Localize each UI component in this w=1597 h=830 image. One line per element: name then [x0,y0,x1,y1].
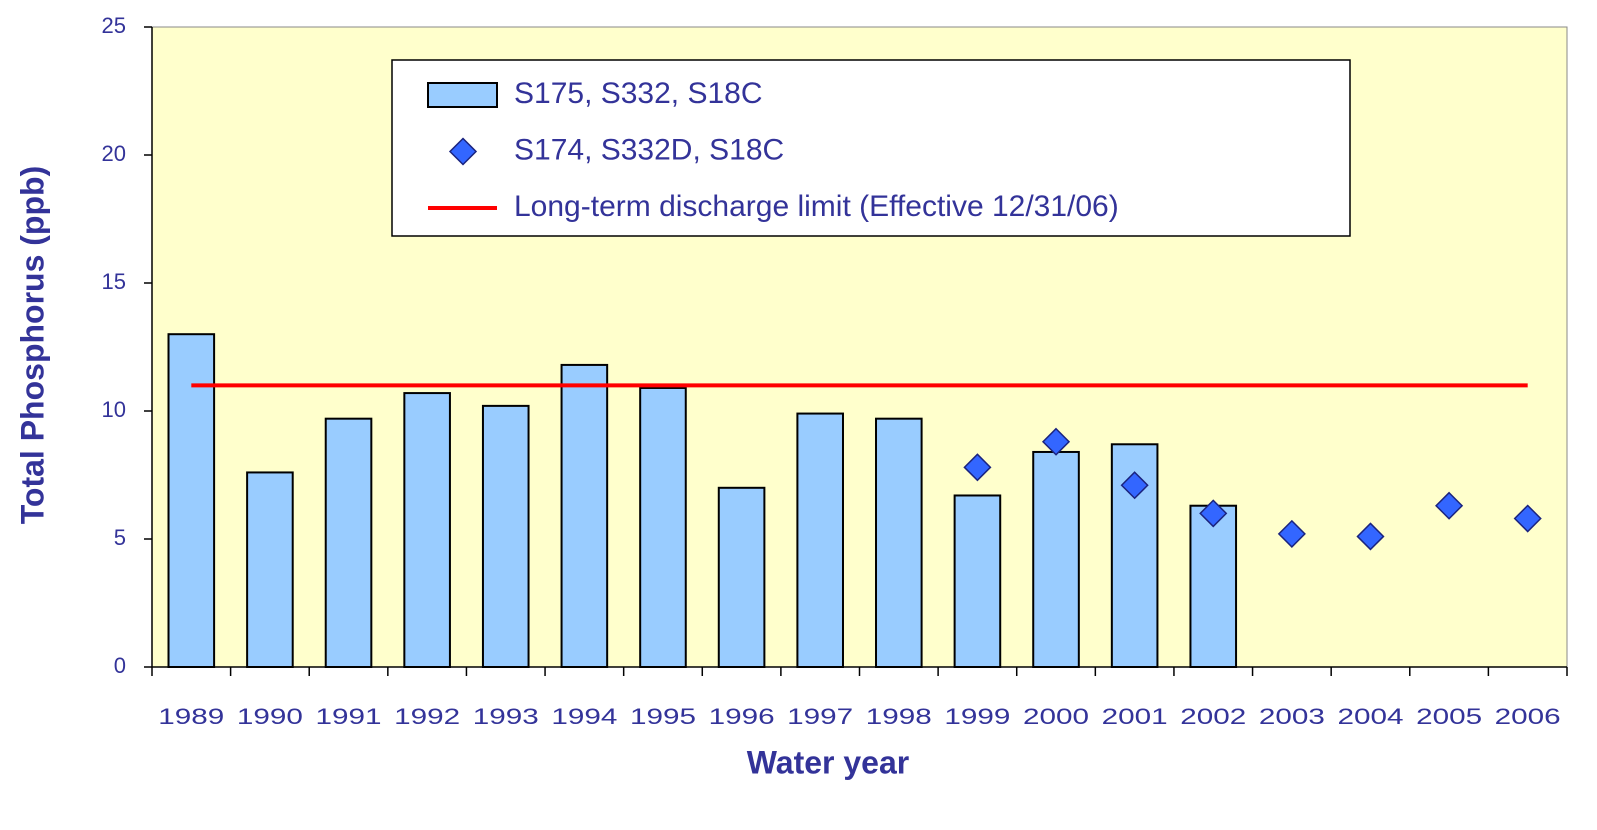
x-tick-label: 2002 [1180,704,1246,729]
x-tick-label: 1990 [237,704,303,729]
x-tick-label: 2000 [1023,704,1089,729]
bar [324,417,373,668]
x-axis-title: Water year [747,744,909,780]
bar [717,486,766,668]
x-tick-label: 1992 [394,704,460,729]
bar [875,417,923,668]
diamond-marker [1199,499,1228,528]
legend-swatch [448,137,478,166]
x-tick-label: 1989 [158,704,224,729]
y-tick-label: 15 [102,269,126,294]
diamond-marker [1120,471,1149,500]
diamond-marker [1277,519,1306,548]
x-tick-label: 2005 [1416,704,1482,729]
legend-box [391,59,1351,237]
legend-swatch [427,82,498,108]
bar [403,392,451,668]
bar [481,404,530,668]
x-tick-label: 2003 [1259,704,1325,729]
legend-label: S175, S332, S18C [514,77,763,110]
x-tick-label: 1995 [630,704,696,729]
legend-label: S174, S332D, S18C [514,133,784,166]
diamond-marker [1435,491,1464,520]
bar [246,471,294,668]
x-tick-label: 1999 [944,704,1010,729]
bar [796,412,844,668]
x-tick-label: 1997 [787,704,853,729]
x-tick-label: 2004 [1337,704,1403,729]
diamond-marker [1513,504,1542,533]
diamond-marker [963,453,992,482]
x-tick-label: 1998 [866,704,932,729]
bar [953,494,1002,669]
legend-label: Long-term discharge limit (Effective 12/… [514,190,1119,223]
bar [1032,450,1080,668]
bar [560,363,609,668]
y-tick-label: 5 [114,525,126,550]
bar [639,386,687,668]
diamond-marker [1356,522,1385,551]
x-tick-label: 2006 [1495,704,1561,729]
x-tick-label: 1996 [709,704,775,729]
x-tick-label: 1993 [473,704,539,729]
x-tick-label: 1991 [316,704,382,729]
x-tick-label: 1994 [551,704,617,729]
y-tick-label: 0 [114,653,126,678]
y-tick-label: 10 [102,397,126,422]
x-tick-label: 2001 [1102,704,1168,729]
y-axis-title: Total Phosphorus (ppb) [14,166,50,524]
bar [1189,504,1238,668]
diamond-marker [1041,427,1071,456]
y-tick-label: 25 [102,13,126,38]
y-tick-label: 20 [102,141,126,166]
